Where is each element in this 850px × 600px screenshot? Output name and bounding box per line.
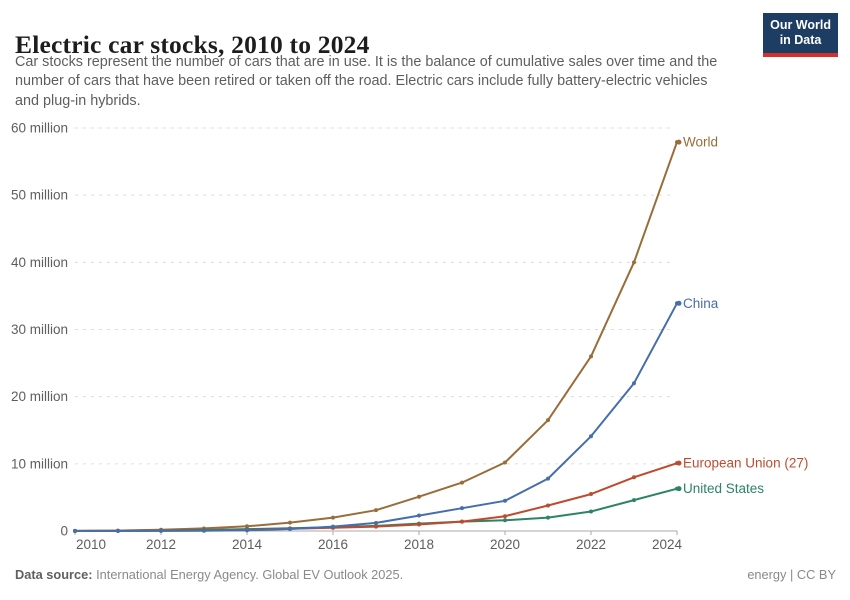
data-point-china[interactable] — [288, 526, 292, 531]
data-point-world[interactable] — [288, 520, 292, 525]
data-source-label: Data source: — [15, 567, 93, 582]
data-point-china[interactable] — [374, 520, 378, 525]
data-point-world[interactable] — [331, 515, 335, 520]
data-point-european-union-27[interactable] — [417, 522, 421, 527]
owid-logo-line1: Our World — [770, 18, 831, 32]
data-point-china[interactable] — [116, 528, 120, 533]
data-point-world[interactable] — [417, 494, 421, 499]
data-point-world[interactable] — [245, 524, 249, 529]
data-point-china[interactable] — [460, 506, 464, 511]
y-axis-tick-label: 0 — [60, 524, 68, 539]
chart-subtitle: Car stocks represent the number of cars … — [15, 53, 717, 111]
data-point-european-union-27[interactable] — [632, 475, 636, 480]
x-axis-tick-label: 2020 — [490, 537, 520, 552]
data-point-china[interactable] — [503, 498, 507, 503]
series-label-united-states[interactable]: United States — [683, 481, 764, 496]
data-point-european-union-27[interactable] — [589, 492, 593, 497]
data-point-world[interactable] — [374, 508, 378, 513]
series-line-china[interactable] — [75, 302, 678, 532]
data-point-united-states[interactable] — [546, 515, 550, 520]
series-label-european-union-27[interactable]: European Union (27) — [683, 456, 808, 471]
subtitle-line: number of cars that have been retired or… — [15, 73, 708, 90]
series-line-world[interactable] — [74, 141, 678, 532]
data-point-european-union-27[interactable] — [374, 524, 378, 529]
series-label-china[interactable]: China — [683, 296, 719, 311]
series-label-world[interactable]: World — [683, 135, 718, 150]
y-axis-tick-label: 20 million — [11, 389, 68, 404]
data-point-world[interactable] — [503, 460, 507, 465]
y-axis-tick-label: 40 million — [11, 255, 68, 270]
x-axis-tick-label: 2014 — [232, 537, 263, 552]
data-point-world[interactable] — [460, 480, 464, 485]
data-point-european-union-27[interactable] — [546, 503, 550, 508]
subtitle-line: and plug-in hybrids. — [15, 92, 141, 109]
owid-logo[interactable]: Our World in Data — [763, 13, 838, 57]
data-source-text: International Energy Agency. Global EV O… — [92, 567, 404, 582]
chart-footer: Data source: International Energy Agency… — [15, 567, 836, 582]
y-axis-tick-label: 60 million — [11, 121, 68, 136]
data-point-china[interactable] — [245, 528, 249, 533]
license-note[interactable]: energy | CC BY — [747, 567, 836, 582]
data-point-china[interactable] — [632, 381, 636, 386]
data-point-china[interactable] — [159, 528, 163, 533]
series-end-marker-united-states — [676, 486, 682, 492]
x-axis-tick-label: 2016 — [318, 537, 348, 552]
x-axis-tick-label: 2010 — [76, 537, 106, 552]
data-point-world[interactable] — [546, 418, 550, 423]
x-axis-tick-label: 2018 — [404, 537, 434, 552]
subtitle-line: Car stocks represent the number of cars … — [15, 54, 718, 70]
data-point-european-union-27[interactable] — [503, 514, 507, 519]
series-end-marker-world — [676, 139, 682, 145]
data-point-world[interactable] — [632, 260, 636, 265]
y-axis-tick-label: 10 million — [11, 456, 68, 471]
data-point-china[interactable] — [73, 528, 77, 533]
series-line-european-union-27[interactable] — [74, 462, 678, 532]
data-point-china[interactable] — [546, 476, 550, 481]
data-point-china[interactable] — [331, 524, 335, 529]
data-source: Data source: International Energy Agency… — [15, 567, 403, 582]
series-end-marker-china — [676, 300, 682, 306]
line-chart: 0 10 million 20 million 30 million 40 millio… — [11, 121, 808, 553]
series-end-marker-european-union-27 — [676, 460, 682, 466]
data-point-world[interactable] — [589, 354, 593, 359]
data-point-china[interactable] — [417, 513, 421, 518]
data-point-european-union-27[interactable] — [460, 519, 464, 524]
data-point-united-states[interactable] — [589, 509, 593, 514]
data-point-china[interactable] — [202, 528, 206, 533]
page-title: Electric car stocks, 2010 to 2024 — [15, 30, 370, 60]
data-point-united-states[interactable] — [503, 518, 507, 523]
y-axis-tick-label: 50 million — [11, 188, 68, 203]
owid-logo-line2: in Data — [779, 33, 822, 47]
x-axis-tick-label: 2022 — [576, 537, 606, 552]
y-axis-tick-label: 30 million — [11, 322, 68, 337]
data-point-united-states[interactable] — [632, 498, 636, 503]
x-axis-tick-label: 2024 — [652, 537, 683, 552]
x-axis-tick-label: 2012 — [146, 537, 176, 552]
data-point-china[interactable] — [589, 434, 593, 439]
